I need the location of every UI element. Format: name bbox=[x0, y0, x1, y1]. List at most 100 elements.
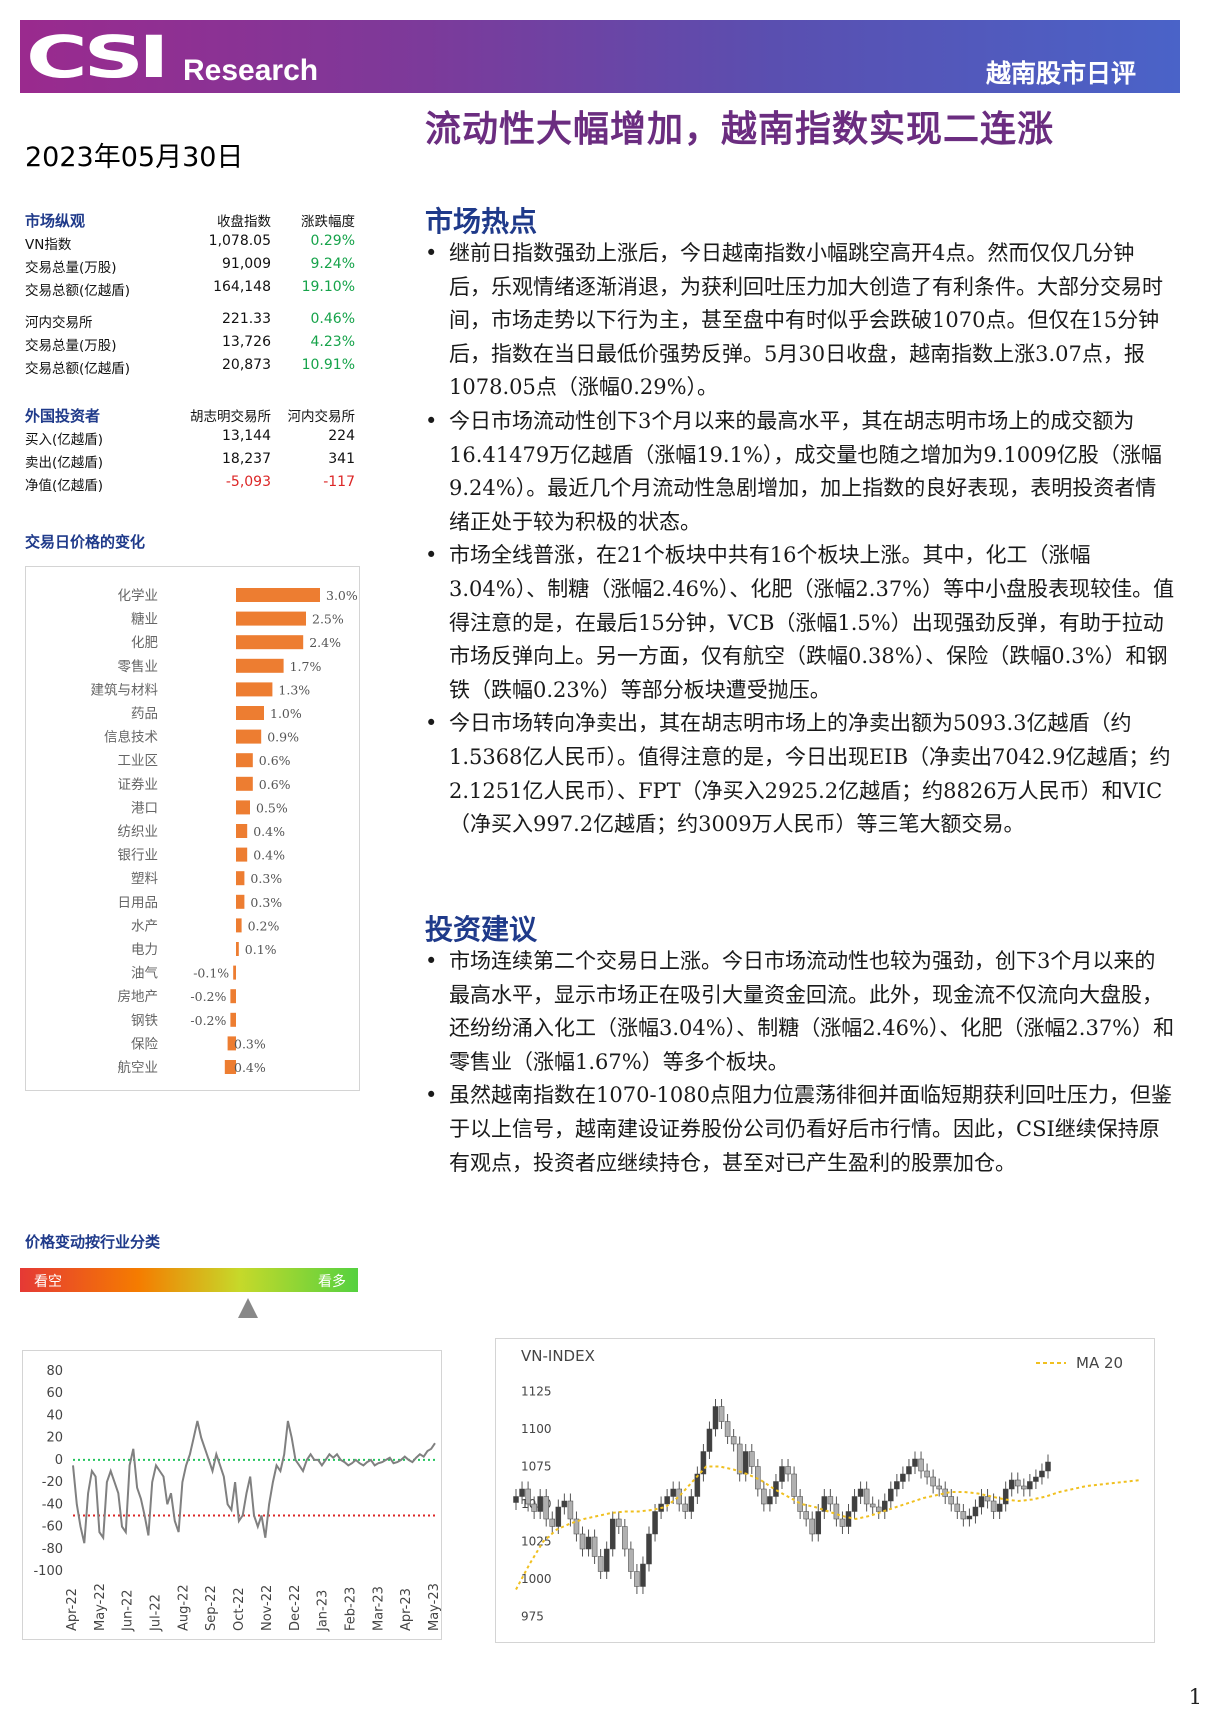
sector-chart-title: 交易日价格的变化 bbox=[25, 533, 146, 551]
candle-body bbox=[924, 1470, 930, 1478]
candle-body bbox=[779, 1466, 785, 1482]
candle-body bbox=[628, 1548, 634, 1572]
candle-body bbox=[1015, 1479, 1021, 1487]
sector-value-label: 0.6% bbox=[259, 777, 291, 792]
table-row: VN指数 1,078.05 0.29% bbox=[25, 233, 355, 253]
y-tick-label: 975 bbox=[521, 1610, 544, 1624]
candle-body bbox=[863, 1488, 870, 1505]
candle-body bbox=[634, 1571, 640, 1587]
csi-logo: CSI bbox=[26, 23, 170, 91]
y-tick-label: 0 bbox=[55, 1453, 63, 1468]
sector-value-label: 0.3% bbox=[250, 895, 282, 910]
candle-body bbox=[1033, 1476, 1039, 1482]
x-tick-label: Mar-23 bbox=[371, 1586, 386, 1631]
candle-body bbox=[609, 1518, 616, 1550]
x-tick-label: Jan-23 bbox=[316, 1590, 331, 1632]
sector-bar bbox=[224, 1060, 236, 1074]
candle-body bbox=[833, 1503, 840, 1520]
row-label: 卖出(亿越盾) bbox=[25, 455, 104, 471]
candle-body bbox=[996, 1503, 1003, 1512]
candle-body bbox=[718, 1406, 725, 1422]
candle-body bbox=[531, 1503, 537, 1512]
table-row: 交易总额(亿越盾) 20,873 10.91% bbox=[25, 357, 355, 377]
candle-body bbox=[682, 1503, 689, 1512]
row-value: 1,078.05 bbox=[208, 233, 271, 249]
candle-body bbox=[712, 1406, 719, 1430]
sector-bar bbox=[236, 611, 306, 626]
y-tick-label: -80 bbox=[42, 1542, 63, 1557]
candle-body bbox=[785, 1466, 791, 1475]
sector-category-label: 工业区 bbox=[118, 753, 159, 769]
y-tick-label: -20 bbox=[42, 1475, 63, 1490]
sector-bar bbox=[233, 965, 236, 980]
y-tick-label: 60 bbox=[46, 1386, 63, 1401]
x-tick-label: Dec-22 bbox=[288, 1585, 303, 1631]
brand-name: Research bbox=[183, 54, 319, 87]
report-date: 2023年05月30日 bbox=[25, 142, 244, 173]
legend-ma-label: MA 20 bbox=[1076, 1354, 1123, 1372]
candle-body bbox=[513, 1496, 519, 1503]
row-value: 164,148 bbox=[213, 279, 271, 295]
y-tick-label: 1100 bbox=[521, 1422, 552, 1436]
gauge-bear-label: 看空 bbox=[34, 1274, 62, 1290]
candle-body bbox=[736, 1443, 743, 1475]
sector-value-label: 0.3% bbox=[234, 1036, 266, 1051]
headline: 流动性大幅增加，越南指数实现二连涨 bbox=[425, 109, 1055, 150]
sector-bar bbox=[236, 729, 262, 744]
x-tick-label: Sep-22 bbox=[204, 1585, 219, 1631]
candle-body bbox=[749, 1451, 755, 1467]
sector-bar bbox=[236, 918, 242, 933]
x-tick-label: Apr-22 bbox=[65, 1588, 80, 1631]
sector-value-label: 0.2% bbox=[248, 918, 280, 933]
sector-bar bbox=[236, 658, 284, 673]
candle-body bbox=[827, 1496, 834, 1505]
y-tick-label: 1125 bbox=[521, 1385, 552, 1399]
candle-body bbox=[706, 1428, 713, 1452]
table-row: 交易总量(万股) 91,009 9.24% bbox=[25, 256, 355, 276]
sector-category-label: 港口 bbox=[131, 800, 158, 816]
candle-body bbox=[869, 1503, 876, 1508]
sector-value-label: 2.4% bbox=[309, 635, 341, 650]
sector-category-label: 建筑与材料 bbox=[91, 682, 159, 698]
row-hnx: -117 bbox=[323, 474, 355, 490]
table-row: 买入(亿越盾) 13,144 224 bbox=[25, 428, 355, 448]
candle-body bbox=[821, 1496, 828, 1512]
sector-bar-chart: 化学业 3.0% 糖业 2.5% 化肥 2.4% 零售业 1.7% 建筑与材料 1.3% 药品 1.0… bbox=[25, 566, 360, 1091]
chart-title: VN-INDEX bbox=[521, 1347, 595, 1365]
sector-category-label: 化学业 bbox=[118, 588, 159, 604]
x-tick-label: Feb-23 bbox=[343, 1587, 358, 1631]
candle-body bbox=[906, 1466, 912, 1475]
candle-body bbox=[839, 1518, 846, 1527]
candle-body bbox=[561, 1500, 568, 1508]
y-tick-label: 40 bbox=[46, 1408, 63, 1423]
row-hose: 13,144 bbox=[222, 428, 271, 444]
candle-body bbox=[1008, 1479, 1015, 1490]
sector-category-label: 房地产 bbox=[118, 989, 159, 1005]
candle-body bbox=[912, 1458, 918, 1467]
candle-body bbox=[972, 1506, 979, 1517]
candle-body bbox=[525, 1488, 531, 1505]
sector-bar bbox=[236, 682, 273, 697]
gauge-pointer-icon bbox=[238, 1298, 258, 1318]
sector-value-label: -0.2% bbox=[190, 1013, 226, 1028]
table-row: 净值(亿越盾) -5,093 -117 bbox=[25, 474, 355, 494]
candle-body bbox=[603, 1548, 610, 1572]
x-tick-label: Aug-22 bbox=[176, 1584, 191, 1631]
candle-body bbox=[900, 1473, 906, 1482]
candle-body bbox=[543, 1496, 549, 1520]
overview-title: 市场纵观 bbox=[25, 212, 86, 230]
report-type: 越南股市日评 bbox=[985, 59, 1136, 88]
candle-body bbox=[809, 1518, 815, 1535]
col-hnx: 河内交易所 bbox=[287, 409, 356, 425]
x-tick-label: Jul-22 bbox=[149, 1594, 164, 1632]
sector-value-label: 0.4% bbox=[234, 1060, 266, 1075]
list-item: 今日市场转向净卖出，其在胡志明市场上的净卖出额为5093.3亿越盾（约1.536… bbox=[425, 707, 1175, 841]
sector-bar bbox=[236, 706, 264, 720]
foreign-title: 外国投资者 bbox=[25, 407, 101, 425]
sector-value-label: -0.1% bbox=[193, 966, 229, 981]
candle-body bbox=[519, 1488, 525, 1497]
candle-body bbox=[851, 1496, 858, 1512]
col-change: 涨跌幅度 bbox=[301, 214, 355, 230]
y-tick-label: -100 bbox=[33, 1564, 63, 1579]
